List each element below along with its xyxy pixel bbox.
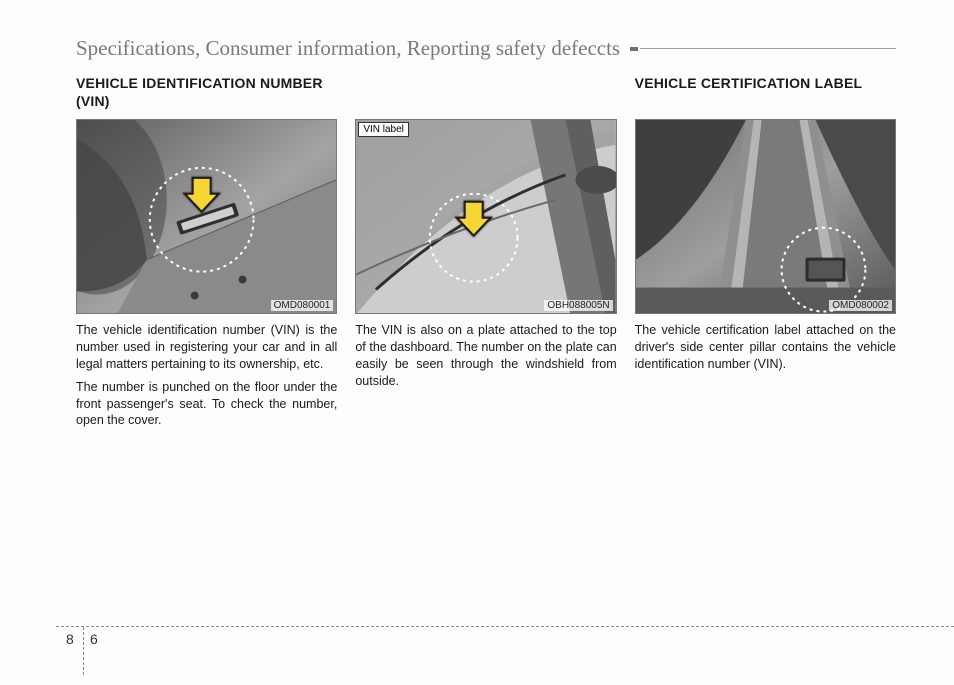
vin-floor-svg [77,120,336,314]
paragraph: The VIN is also on a plate attached to t… [355,322,616,390]
content-columns: VEHICLE IDENTIFICATION NUMBER (VIN) [76,75,896,435]
column-vin-dash: VIN label OBH088005N The VIN is also on … [355,75,616,435]
illustration-vin-floor: OMD080001 [76,119,337,314]
footer-dashed-tick [83,627,84,675]
paragraph: The vehicle identification number (VIN) … [76,322,337,373]
page-section-number: 8 [66,631,74,647]
page-number: 6 [90,631,98,647]
paragraph: The vehicle certification label attached… [635,322,896,373]
vin-label-tab: VIN label [358,122,409,137]
image-code: OBH088005N [544,300,612,311]
chapter-title: Specifications, Consumer information, Re… [76,36,630,61]
section-heading-vin: VEHICLE IDENTIFICATION NUMBER (VIN) [76,75,337,111]
vin-dash-svg [356,120,615,314]
footer-dashed-line [56,626,954,627]
column-cert-label: VEHICLE CERTIFICATION LABEL [635,75,896,435]
section-heading-cert: VEHICLE CERTIFICATION LABEL [635,75,896,111]
illustration-cert-label: OMD080002 [635,119,896,314]
image-code: OMD080001 [271,300,334,311]
chapter-header: Specifications, Consumer information, Re… [76,36,896,61]
manual-page: Specifications, Consumer information, Re… [0,0,954,685]
cert-body-text: The vehicle certification label attached… [635,322,896,373]
cert-label-svg [636,120,895,314]
illustration-vin-dashboard: VIN label OBH088005N [355,119,616,314]
column-vin: VEHICLE IDENTIFICATION NUMBER (VIN) [76,75,337,435]
section-heading-spacer [355,75,616,111]
image-code: OMD080002 [829,300,892,311]
vin-body-text: The vehicle identification number (VIN) … [76,322,337,429]
paragraph: The number is punched on the floor under… [76,379,337,430]
chapter-rule [640,48,896,49]
vin-dash-body-text: The VIN is also on a plate attached to t… [355,322,616,390]
